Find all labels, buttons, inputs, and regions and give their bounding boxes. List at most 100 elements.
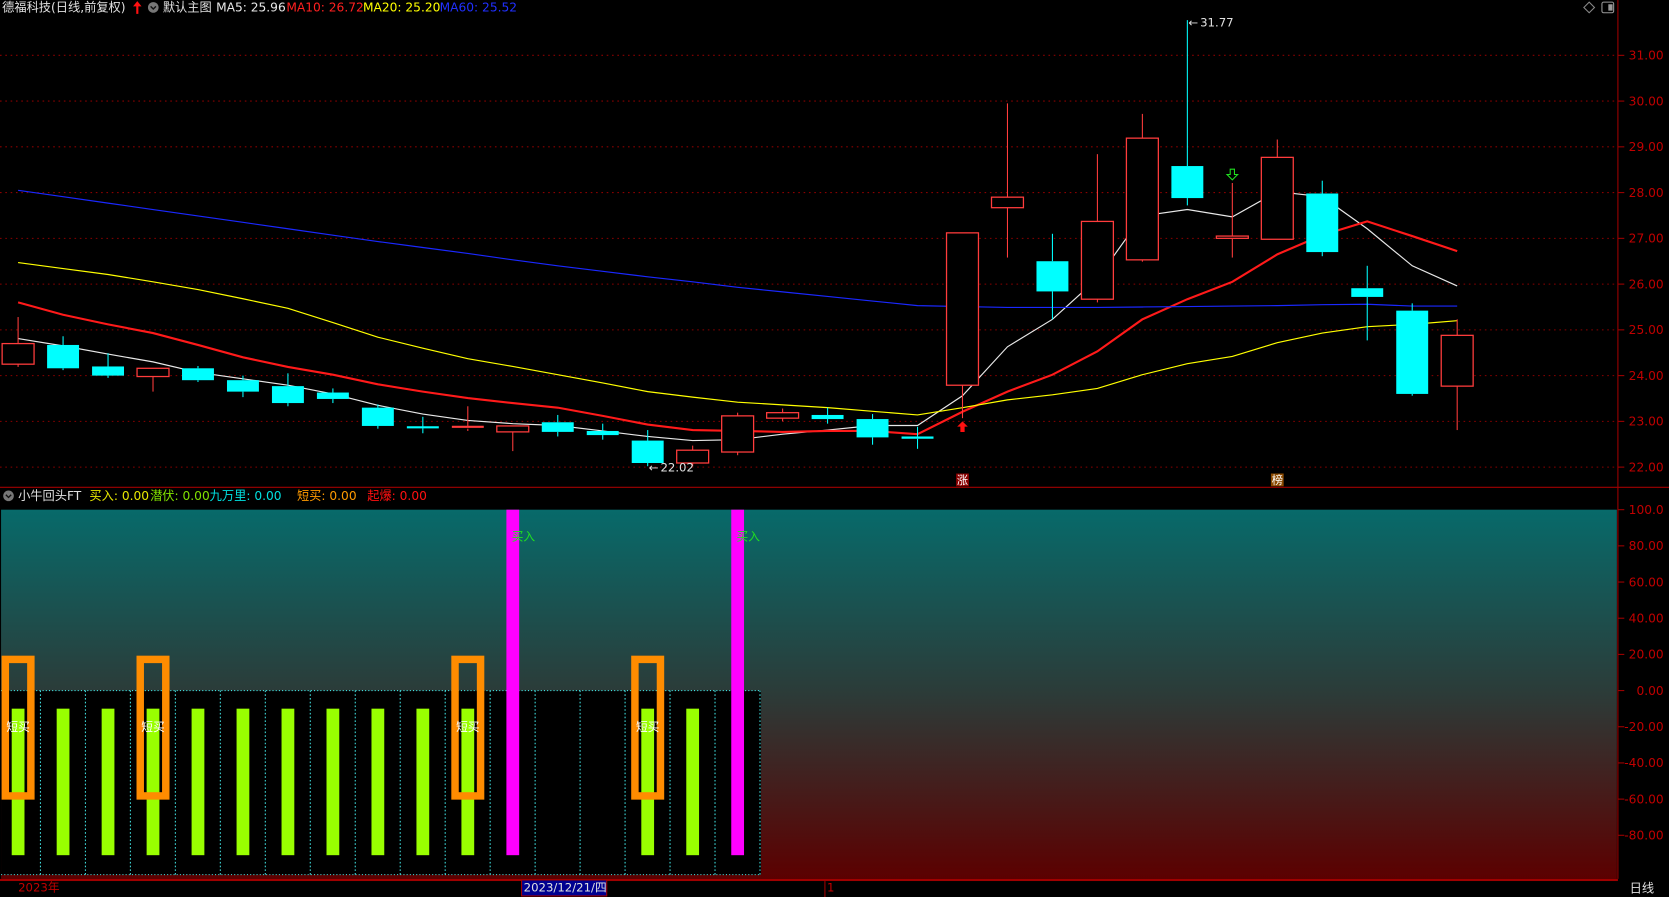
buy-label: 买入 <box>737 530 761 544</box>
candle <box>1440 319 1474 431</box>
price-tick-label: 25.00 <box>1629 323 1664 337</box>
candle <box>945 232 980 419</box>
lurk-bar <box>146 708 160 856</box>
short-buy-box <box>136 655 170 800</box>
panel-toggle-icon[interactable] <box>1601 1 1615 14</box>
candle-body <box>945 232 980 386</box>
price-axis: 31.00 30.00 29.00 28.00 27.00 26.00 25.00 24.00… <box>1617 49 1664 474</box>
lurk-bar <box>101 708 115 856</box>
candle <box>631 430 664 467</box>
candle-body <box>226 380 259 392</box>
candle-body <box>856 419 889 438</box>
candle <box>1351 265 1384 341</box>
candle <box>92 353 125 378</box>
candle <box>1080 154 1115 303</box>
chevron-down-icon[interactable] <box>147 2 159 13</box>
candle-body <box>1396 310 1429 394</box>
candle <box>766 408 800 422</box>
cursor-date: 2023/12/21/四 <box>524 881 607 895</box>
main-chart-selector[interactable]: 默认主图 <box>163 0 212 15</box>
candle-body <box>1080 220 1115 300</box>
candle <box>361 404 394 429</box>
candle-body <box>1036 261 1069 292</box>
candle-body <box>1440 334 1474 387</box>
candle <box>1215 182 1249 258</box>
price-annotation-arrow: ← <box>1188 15 1198 29</box>
up-arrow-icon <box>133 1 142 14</box>
price-tick-label: 27.00 <box>1629 232 1664 246</box>
event-badge <box>1270 473 1284 487</box>
indicator-tick-label: 0.00 <box>1636 684 1663 698</box>
price-tick-label: 30.00 <box>1629 94 1664 108</box>
ma10-label: MA10: 26.72 <box>286 1 363 15</box>
diamond-icon[interactable] <box>1583 1 1596 14</box>
price-tick-label: 22.00 <box>1629 460 1664 474</box>
candle <box>1036 233 1069 320</box>
lurk-bar <box>641 708 655 856</box>
indicator-tick-label: 20.00 <box>1629 648 1664 662</box>
candle <box>1 317 35 367</box>
candle <box>721 412 755 456</box>
candle <box>541 414 574 437</box>
candle-body <box>676 449 710 464</box>
candle <box>451 406 484 431</box>
candle-body <box>766 412 800 419</box>
chart-annotations: ← 31.77← 22.02涨榜 <box>649 15 1284 487</box>
lurk-bar <box>371 708 385 856</box>
candlesticks <box>1 20 1474 467</box>
candle <box>271 373 304 407</box>
candle <box>1260 139 1294 240</box>
candle <box>226 375 259 398</box>
candle-body <box>1215 235 1249 239</box>
indicator-name[interactable]: 小牛回头FT <box>18 488 82 503</box>
candle-body <box>361 407 394 426</box>
indicator-tick-label: -60.00 <box>1624 792 1663 806</box>
candle <box>496 425 530 452</box>
lurk-bar <box>191 708 205 856</box>
indicator-tick-label: 60.00 <box>1629 575 1664 589</box>
price-annotation: 22.02 <box>660 461 693 475</box>
ma-line-ma60 <box>18 189 1458 309</box>
indicator-tick-label: 40.00 <box>1629 611 1664 625</box>
indicator-tick-label: 100.0 <box>1629 503 1664 517</box>
chevron-down-icon[interactable] <box>3 490 14 502</box>
buy-bar <box>506 509 520 856</box>
stock-title: 德福科技(日线,前复权) <box>2 0 125 15</box>
candle-body <box>631 440 664 464</box>
ma20-label: MA20: 25.20 <box>363 1 440 15</box>
price-tick-label: 31.00 <box>1629 49 1664 63</box>
candle <box>856 414 889 445</box>
candle-body <box>901 436 934 439</box>
cursor-date-box <box>521 879 608 897</box>
indicator-axis: 100.0 80.00 60.00 40.00 20.00 0.00 -20.00 -40.0… <box>1617 503 1664 843</box>
short-buy-label: 短买 <box>636 720 659 734</box>
candle-body <box>1 342 35 365</box>
price-tick-label: 26.00 <box>1629 277 1664 291</box>
event-badge-label: 涨 <box>957 474 968 487</box>
candle <box>990 103 1025 258</box>
candle-body <box>1125 137 1159 261</box>
indicator-tick-label: 80.00 <box>1629 539 1664 553</box>
candle <box>1396 303 1429 396</box>
candle-body <box>721 415 755 453</box>
short-buy-label: 短买 <box>456 720 479 734</box>
candle <box>182 366 214 383</box>
candle <box>136 367 170 392</box>
price-grid <box>0 54 1618 468</box>
lurk-bar <box>281 708 295 856</box>
lurk-bar <box>236 708 250 856</box>
candle <box>586 423 619 440</box>
ma60-label: MA60: 25.52 <box>440 1 517 15</box>
indicator-value-burst: 起爆: 0.00 <box>367 489 427 503</box>
short-buy-label: 短买 <box>6 720 29 734</box>
chart-header: 德福科技(日线,前复权) 默认主图 MA5: 25.96 MA10: 26.72… <box>2 0 1615 15</box>
buy-label: 买入 <box>512 530 536 544</box>
candle-body <box>92 366 125 376</box>
time-axis: 2023年 2023/12/21/四 1 日线 <box>18 879 1654 897</box>
period-selector[interactable]: 日线 <box>1630 882 1654 896</box>
candle-body <box>541 422 574 432</box>
candle <box>406 416 439 434</box>
candle <box>676 445 710 467</box>
lurk-bar <box>686 708 700 856</box>
